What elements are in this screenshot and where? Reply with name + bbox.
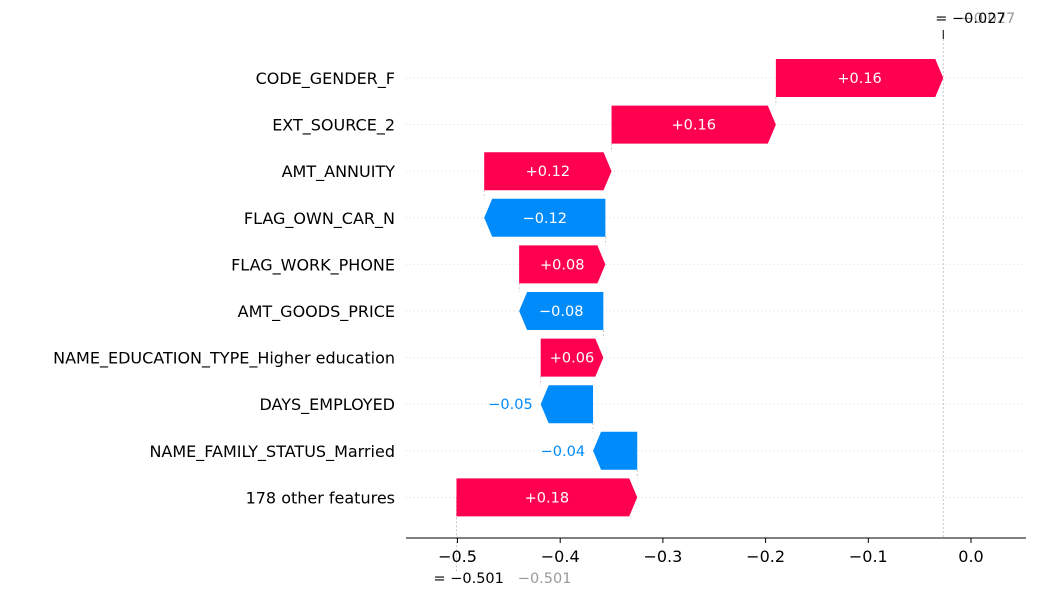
x-tick-label: −0.3 [643, 547, 682, 566]
x-tick-label: −0.2 [746, 547, 785, 566]
x-axis: −0.5 −0.4 −0.3 −0.2 −0.1 0.0 [406, 537, 1026, 566]
base-output-annotations: −0.027= −0.027 −0.501 = −0.501 [433, 11, 1015, 587]
output-value-label: = −0.027 [935, 11, 1005, 27]
negative-bar [484, 198, 606, 237]
bar-value-label: +0.08 [540, 257, 584, 273]
feature-label: AMT_ANNUITY [282, 162, 396, 182]
x-tick-label: −0.5 [438, 547, 477, 566]
feature-label: FLAG_WORK_PHONE [231, 255, 395, 275]
feature-label: EXT_SOURCE_2 [272, 116, 395, 136]
positive-bar [611, 105, 776, 144]
feature-labels: CODE_GENDER_F EXT_SOURCE_2 AMT_ANNUITY FLAG… [53, 69, 395, 507]
bar-value-label: −0.08 [539, 304, 583, 320]
bar-value-label: +0.12 [526, 164, 570, 180]
negative-bar [593, 431, 638, 470]
feature-label: AMT_GOODS_PRICE [238, 302, 395, 322]
bars: +0.16 +0.16 +0.12 −0.12 +0.08 −0.08 +0.06 −0.05… [456, 59, 944, 517]
feature-label: NAME_FAMILY_STATUS_Married [149, 442, 395, 462]
output-value-ghost-label: −0.027 [962, 11, 1016, 27]
bar-value-label: −0.05 [488, 397, 532, 413]
positive-bar [775, 59, 944, 97]
base-value-label: = −0.501 [433, 571, 503, 587]
positive-bar [456, 478, 638, 517]
feature-label: 178 other features [246, 488, 395, 507]
positive-bar [519, 245, 606, 284]
feature-label: DAYS_EMPLOYED [260, 395, 396, 415]
base-value-ghost-label: −0.501 [518, 571, 572, 587]
negative-bar [540, 385, 594, 424]
feature-label: FLAG_OWN_CAR_N [244, 209, 395, 229]
bar-value-label: +0.18 [525, 490, 569, 506]
feature-label: CODE_GENDER_F [256, 69, 395, 89]
bar-value-label: +0.16 [671, 118, 715, 134]
x-tick-label: −0.4 [541, 547, 580, 566]
bar-value-label: −0.04 [541, 444, 585, 460]
positive-bar [540, 338, 604, 377]
feature-label: NAME_EDUCATION_TYPE_Higher education [53, 349, 395, 369]
x-tick-label: −0.1 [849, 547, 888, 566]
bar-value-label: +0.16 [837, 71, 881, 87]
negative-bar [519, 292, 604, 330]
bar-value-label: +0.06 [550, 351, 594, 367]
positive-bar [484, 152, 612, 191]
bar-value-label: −0.12 [523, 211, 567, 227]
x-tick-label: 0.0 [958, 547, 983, 566]
